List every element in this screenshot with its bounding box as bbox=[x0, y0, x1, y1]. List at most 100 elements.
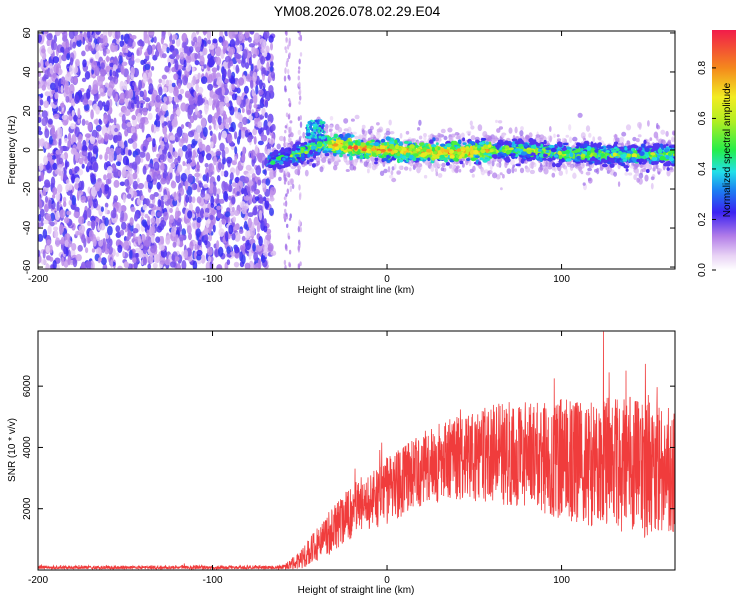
signal-halo bbox=[501, 134, 506, 138]
noise-speckle bbox=[152, 138, 156, 148]
noise-speckle bbox=[224, 55, 232, 63]
noise-speckle bbox=[100, 206, 104, 212]
noise-speckle bbox=[270, 250, 277, 256]
noise-speckle bbox=[288, 76, 291, 81]
noise-speckle bbox=[219, 101, 225, 107]
noise-speckle bbox=[156, 225, 163, 233]
signal-halo bbox=[644, 174, 649, 182]
noise-speckle bbox=[154, 50, 160, 58]
noise-speckle bbox=[163, 211, 169, 221]
noise-speckle bbox=[76, 39, 82, 47]
noise-speckle bbox=[129, 217, 134, 226]
noise-speckle bbox=[241, 153, 246, 162]
noise-speckle bbox=[42, 249, 46, 259]
noise-speckle bbox=[105, 178, 110, 185]
signal-halo bbox=[330, 132, 333, 138]
noise-speckle bbox=[41, 117, 48, 127]
signal-halo bbox=[625, 124, 632, 131]
noise-speckle bbox=[171, 118, 178, 128]
noise-speckle bbox=[150, 217, 156, 223]
noise-speckle bbox=[251, 45, 256, 55]
noise-speckle bbox=[124, 179, 130, 187]
noise-speckle bbox=[287, 114, 291, 120]
signal-halo bbox=[529, 169, 536, 175]
noise-speckle bbox=[82, 98, 89, 106]
noise-speckle bbox=[264, 99, 269, 108]
signal-halo bbox=[498, 126, 503, 130]
noise-speckle bbox=[226, 156, 233, 164]
signal-halo bbox=[376, 128, 382, 133]
signal-halo bbox=[498, 158, 502, 162]
noise-speckle bbox=[126, 74, 130, 84]
noise-speckle bbox=[60, 85, 64, 93]
signal-halo bbox=[549, 126, 552, 132]
signal-halo bbox=[454, 132, 460, 136]
signal-halo bbox=[294, 168, 300, 175]
noise-speckle bbox=[204, 163, 209, 168]
noise-speckle bbox=[210, 195, 215, 206]
signal-halo bbox=[594, 168, 598, 173]
noise-speckle bbox=[214, 112, 219, 119]
noise-speckle bbox=[145, 152, 151, 162]
noise-speckle bbox=[231, 233, 236, 241]
noise-speckle bbox=[58, 138, 62, 147]
noise-speckle bbox=[263, 245, 268, 254]
noise-speckle bbox=[91, 219, 96, 231]
noise-speckle bbox=[172, 241, 177, 248]
noise-speckle bbox=[142, 256, 147, 266]
noise-speckle bbox=[216, 175, 221, 182]
signal-halo bbox=[520, 126, 524, 131]
noise-speckle bbox=[247, 186, 251, 197]
noise-speckle bbox=[263, 50, 268, 57]
noise-speckle bbox=[130, 66, 135, 76]
signal-halo bbox=[412, 138, 416, 142]
noise-speckle bbox=[177, 148, 183, 159]
signal-halo bbox=[489, 164, 493, 171]
noise-speckle bbox=[59, 31, 64, 34]
signal-halo bbox=[417, 126, 421, 131]
noise-speckle bbox=[56, 127, 63, 137]
noise-speckle bbox=[248, 101, 252, 110]
noise-speckle bbox=[258, 210, 263, 221]
noise-speckle bbox=[106, 166, 113, 174]
noise-speckle bbox=[187, 210, 193, 219]
noise-speckle bbox=[257, 152, 263, 163]
noise-speckle bbox=[201, 76, 208, 84]
signal-halo bbox=[447, 127, 453, 133]
signal-halo bbox=[635, 169, 640, 177]
noise-speckle bbox=[164, 258, 171, 266]
signal-halo bbox=[629, 165, 635, 169]
signal-halo bbox=[497, 120, 503, 124]
noise-speckle bbox=[268, 85, 274, 94]
noise-speckle bbox=[241, 107, 245, 114]
noise-speckle bbox=[297, 225, 301, 233]
noise-speckle bbox=[180, 124, 185, 130]
noise-speckle bbox=[149, 253, 154, 265]
noise-speckle bbox=[187, 130, 195, 138]
signal-halo bbox=[425, 162, 430, 166]
noise-speckle bbox=[171, 254, 176, 261]
signal-halo bbox=[633, 174, 637, 181]
noise-speckle bbox=[45, 245, 50, 254]
noise-speckle bbox=[248, 194, 253, 205]
noise-speckle bbox=[217, 161, 222, 171]
noise-speckle bbox=[71, 173, 75, 184]
signal-halo bbox=[565, 134, 570, 138]
noise-speckle bbox=[78, 216, 85, 225]
noise-speckle bbox=[222, 156, 226, 165]
noise-speckle bbox=[52, 259, 57, 269]
noise-speckle bbox=[169, 261, 177, 268]
noise-speckle bbox=[242, 97, 246, 108]
noise-speckle bbox=[216, 264, 223, 269]
noise-speckle bbox=[107, 31, 113, 38]
signal-halo bbox=[291, 183, 295, 190]
noise-speckle bbox=[193, 36, 198, 43]
noise-speckle bbox=[47, 118, 53, 125]
signal-halo bbox=[587, 167, 592, 172]
noise-speckle bbox=[74, 177, 80, 184]
noise-speckle bbox=[175, 54, 180, 60]
noise-speckle bbox=[163, 194, 168, 202]
noise-speckle bbox=[119, 181, 125, 187]
signal-halo bbox=[398, 165, 403, 170]
noise-speckle bbox=[86, 61, 90, 67]
